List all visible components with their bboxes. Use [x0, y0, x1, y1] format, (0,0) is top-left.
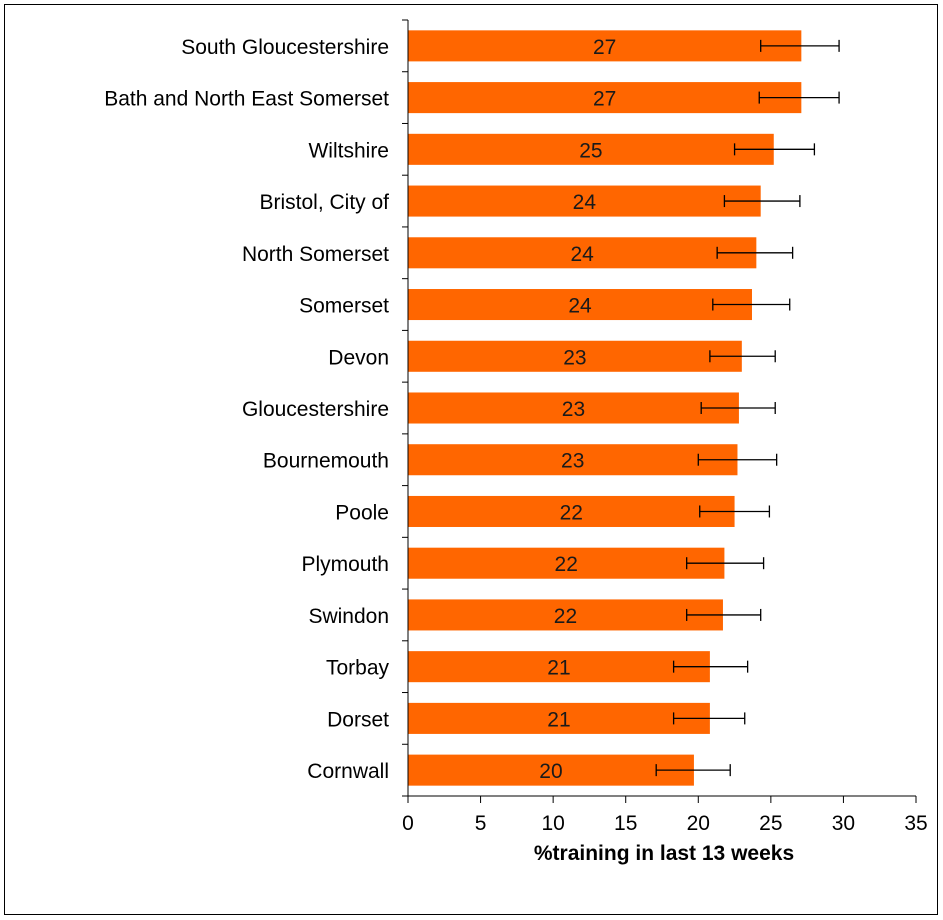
bars-group [408, 30, 802, 786]
data-label: 23 [561, 450, 584, 473]
data-label: 22 [560, 501, 583, 524]
bar [408, 30, 802, 62]
data-label: 27 [593, 36, 616, 59]
bar [408, 651, 710, 683]
error-bar [716, 246, 794, 259]
bar [408, 547, 725, 579]
category-label: Poole [335, 501, 389, 524]
data-label: 27 [593, 88, 616, 111]
category-label: Bath and North East Somerset [104, 88, 389, 111]
data-label: 22 [554, 605, 577, 628]
category-label: Wiltshire [308, 139, 389, 162]
x-tick-label: 15 [614, 812, 637, 835]
error-bar [699, 505, 771, 518]
error-bar [712, 298, 791, 311]
category-label: Bournemouth [263, 450, 389, 473]
category-labels-group: South Gloucestershire Bath and North East… [104, 36, 389, 783]
error-bar [686, 557, 765, 570]
data-label: 21 [547, 708, 570, 731]
bar [408, 289, 752, 321]
error-bar [697, 453, 778, 466]
bar [408, 340, 742, 372]
error-bar [758, 91, 840, 104]
category-label: Gloucestershire [242, 398, 389, 421]
data-label: 20 [539, 760, 562, 783]
error-bar [760, 39, 840, 52]
data-label: 24 [570, 243, 594, 266]
bar [408, 237, 757, 269]
x-tick-label: 10 [541, 812, 564, 835]
bar [408, 754, 694, 786]
error-bar [686, 608, 762, 621]
bar [408, 495, 735, 527]
category-label: North Somerset [242, 243, 389, 266]
axes-group: 0 5 10 15 20 25 30 35 [402, 19, 928, 835]
category-label: Devon [328, 346, 389, 369]
category-label: Somerset [299, 295, 389, 318]
error-bar [700, 402, 776, 414]
category-label: Swindon [308, 605, 389, 628]
x-tick-label: 5 [475, 812, 487, 835]
category-label: Torbay [326, 657, 390, 680]
category-label: Bristol, City of [259, 191, 389, 214]
bar [408, 444, 738, 476]
data-label: 24 [568, 295, 592, 318]
x-tick-label: 0 [402, 812, 414, 835]
error-bar [672, 660, 749, 673]
category-label: South Gloucestershire [181, 36, 389, 59]
x-tick-label: 25 [759, 812, 782, 835]
bar [408, 702, 710, 734]
data-label: 24 [573, 191, 597, 214]
error-bars-group [655, 39, 840, 777]
bar [408, 82, 802, 114]
error-bar [655, 764, 731, 777]
data-label: 23 [562, 398, 585, 421]
error-bar [723, 195, 801, 208]
x-tick-label: 20 [687, 812, 710, 835]
x-axis-label: %training in last 13 weeks [534, 842, 794, 865]
data-labels-group: 27 27 25 24 24 24 23 23 23 22 22 22 21 21 20 [539, 36, 616, 783]
data-label: 22 [555, 553, 578, 576]
bar [408, 133, 774, 165]
category-label: Plymouth [301, 553, 389, 576]
x-tick-label: 30 [832, 812, 855, 835]
category-label: Dorset [327, 708, 389, 731]
bar [408, 392, 739, 424]
data-label: 25 [579, 139, 602, 162]
x-tick-label: 35 [904, 812, 927, 835]
bar [408, 185, 761, 217]
error-bar [733, 143, 816, 156]
data-label: 23 [563, 346, 586, 369]
category-label: Cornwall [307, 760, 389, 783]
data-label: 21 [547, 657, 570, 680]
error-bar [672, 712, 746, 725]
error-bar [709, 350, 776, 363]
bar [408, 599, 723, 631]
